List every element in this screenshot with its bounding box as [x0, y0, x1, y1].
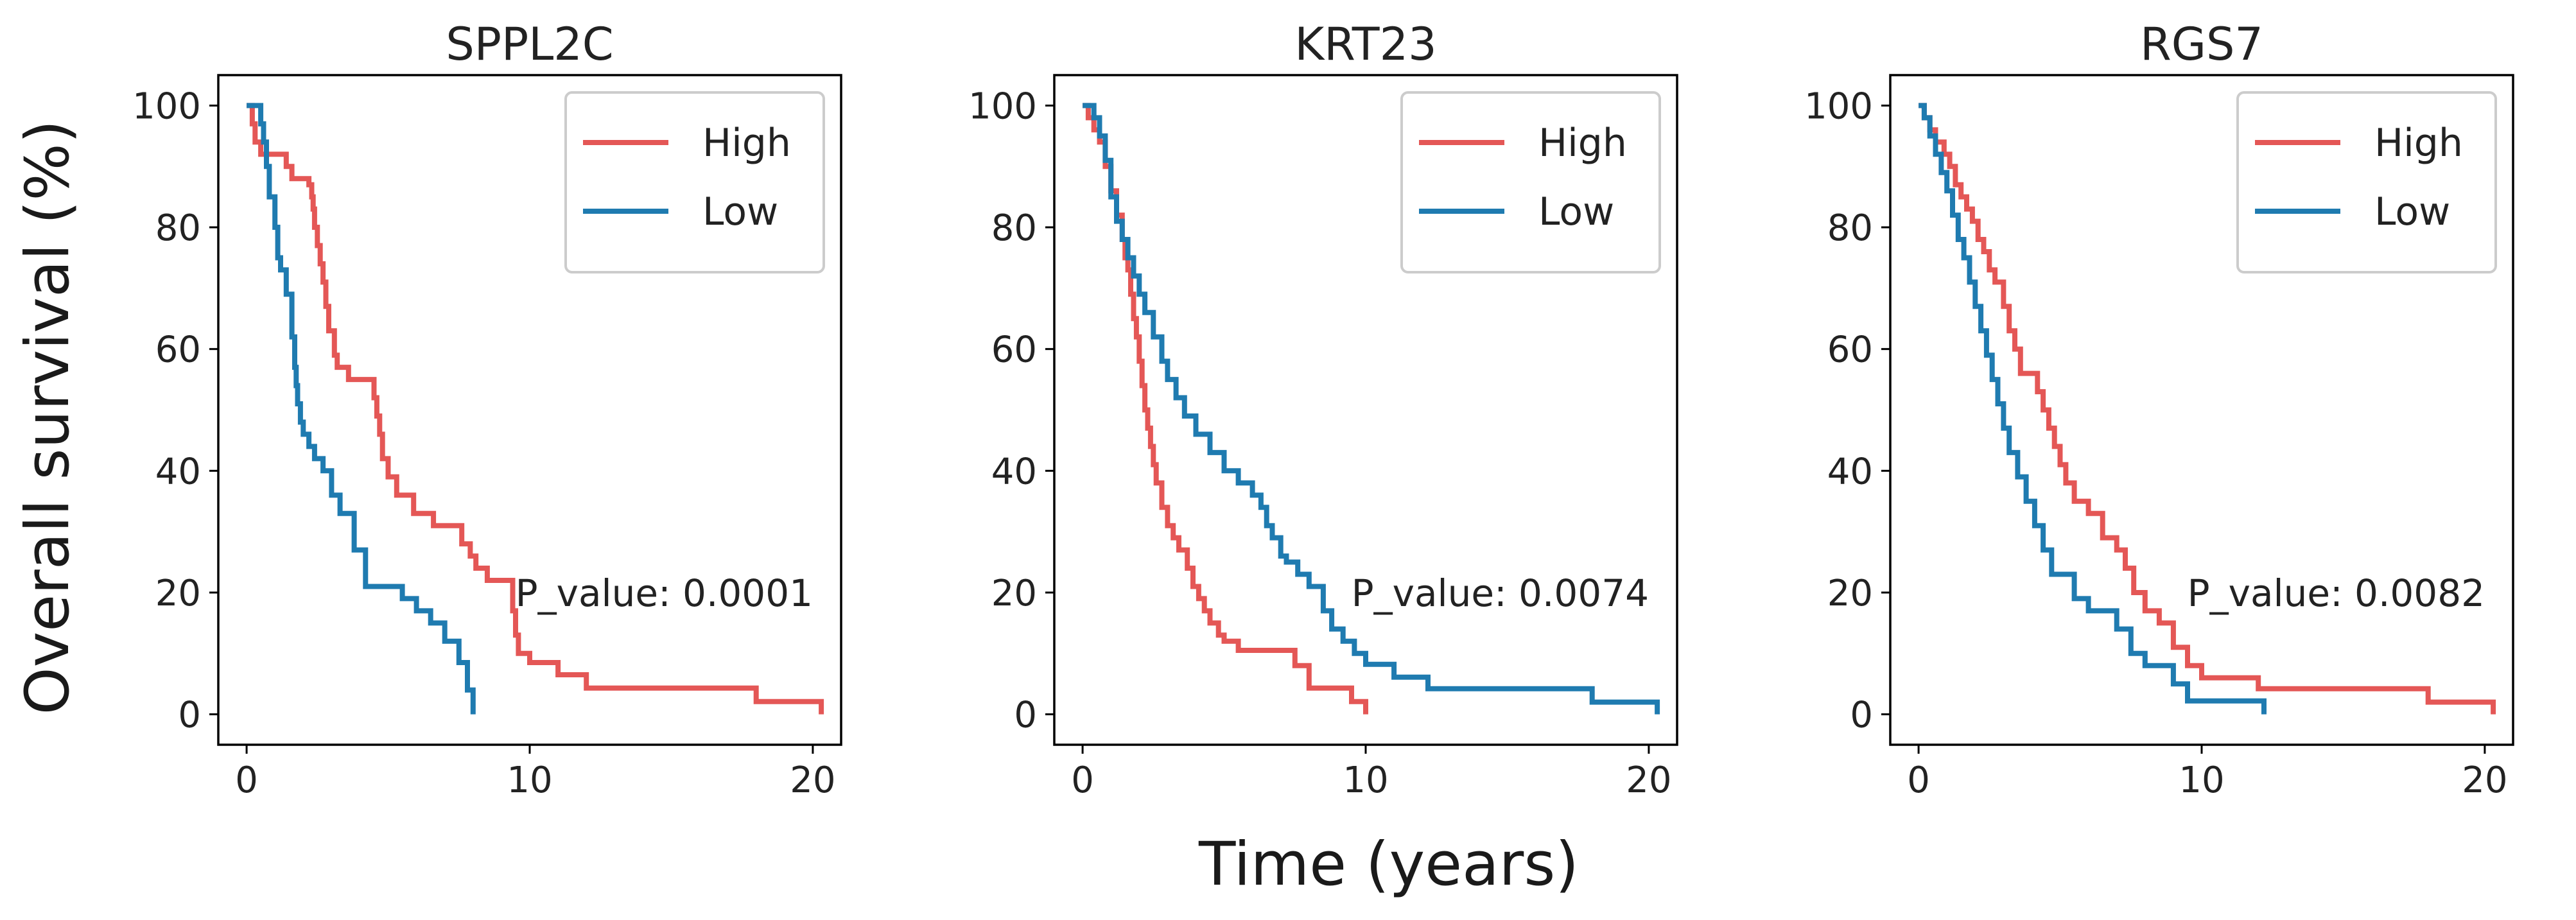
x-tick-label: 0 — [235, 759, 258, 801]
legend-label-low: Low — [1538, 189, 1614, 234]
y-tick-label: 100 — [1804, 85, 1873, 127]
series-line-low — [247, 103, 476, 715]
chart-panel-rgs7: RGS7 0 10 20 0 20 40 60 80 100 High Low P_value: 0.0… — [1804, 18, 2514, 801]
chart-title: SPPL2C — [446, 18, 613, 71]
y-tick-label: 60 — [1827, 329, 1873, 371]
x-tick-label: 20 — [790, 759, 835, 801]
plot-frame — [1889, 74, 2514, 746]
x-axis-label: Time (years) — [1198, 829, 1579, 899]
y-axis-label: Overall survival (%) — [13, 120, 83, 715]
y-tick-label: 0 — [178, 695, 201, 736]
chart-title: RGS7 — [2140, 18, 2263, 71]
plot-frame — [1053, 74, 1678, 746]
legend-box — [564, 91, 825, 273]
legend: High Low — [1400, 91, 1661, 273]
legend-label-low: Low — [2374, 189, 2450, 234]
legend-box — [1400, 91, 1661, 273]
y-tick-label: 40 — [1827, 451, 1873, 492]
y-tick-label: 60 — [991, 329, 1037, 371]
x-tick-label: 10 — [2179, 759, 2224, 801]
y-tick-label: 40 — [155, 451, 201, 492]
series-line-low — [1919, 103, 2267, 715]
legend-box — [2236, 91, 2497, 273]
y-tick-label: 20 — [155, 573, 201, 614]
legend-label-high: High — [1538, 121, 1627, 166]
chart-title: KRT23 — [1294, 18, 1436, 71]
y-tick-label: 100 — [132, 85, 201, 127]
y-tick-label: 100 — [968, 85, 1037, 127]
x-tick-label: 10 — [1343, 759, 1388, 801]
p-value-annotation: P_value: 0.0001 — [516, 571, 813, 615]
x-tick-label: 10 — [507, 759, 552, 801]
legend-label-low: Low — [702, 189, 778, 234]
plot-frame — [217, 74, 842, 746]
series-line-low — [1083, 103, 1660, 715]
p-value-annotation: P_value: 0.0082 — [2188, 571, 2485, 615]
p-value-annotation: P_value: 0.0074 — [1352, 571, 1649, 615]
legend-label-high: High — [702, 121, 791, 166]
y-tick-label: 80 — [1827, 207, 1873, 249]
y-tick-label: 0 — [1014, 695, 1037, 736]
x-tick-label: 20 — [2462, 759, 2507, 801]
series-line-high — [1919, 103, 2496, 715]
y-tick-label: 80 — [155, 207, 201, 249]
legend: High Low — [2236, 91, 2497, 273]
y-tick-label: 40 — [991, 451, 1037, 492]
y-tick-label: 20 — [1827, 573, 1873, 614]
series-line-high — [247, 103, 824, 715]
chart-panel-sppl2c: SPPL2C 0 10 20 0 20 40 60 80 100 High Low P_value: 0… — [132, 18, 842, 801]
y-tick-label: 80 — [991, 207, 1037, 249]
legend-label-high: High — [2374, 121, 2463, 166]
chart-panel-krt23: KRT23 0 10 20 0 20 40 60 80 100 High Low P_value: 0.… — [968, 18, 1678, 801]
y-tick-label: 20 — [991, 573, 1037, 614]
x-tick-label: 20 — [1626, 759, 1671, 801]
y-tick-label: 60 — [155, 329, 201, 371]
series-line-high — [1083, 103, 1368, 715]
x-tick-label: 0 — [1907, 759, 1930, 801]
y-tick-label: 0 — [1850, 695, 1873, 736]
x-tick-label: 0 — [1071, 759, 1094, 801]
legend: High Low — [564, 91, 825, 273]
